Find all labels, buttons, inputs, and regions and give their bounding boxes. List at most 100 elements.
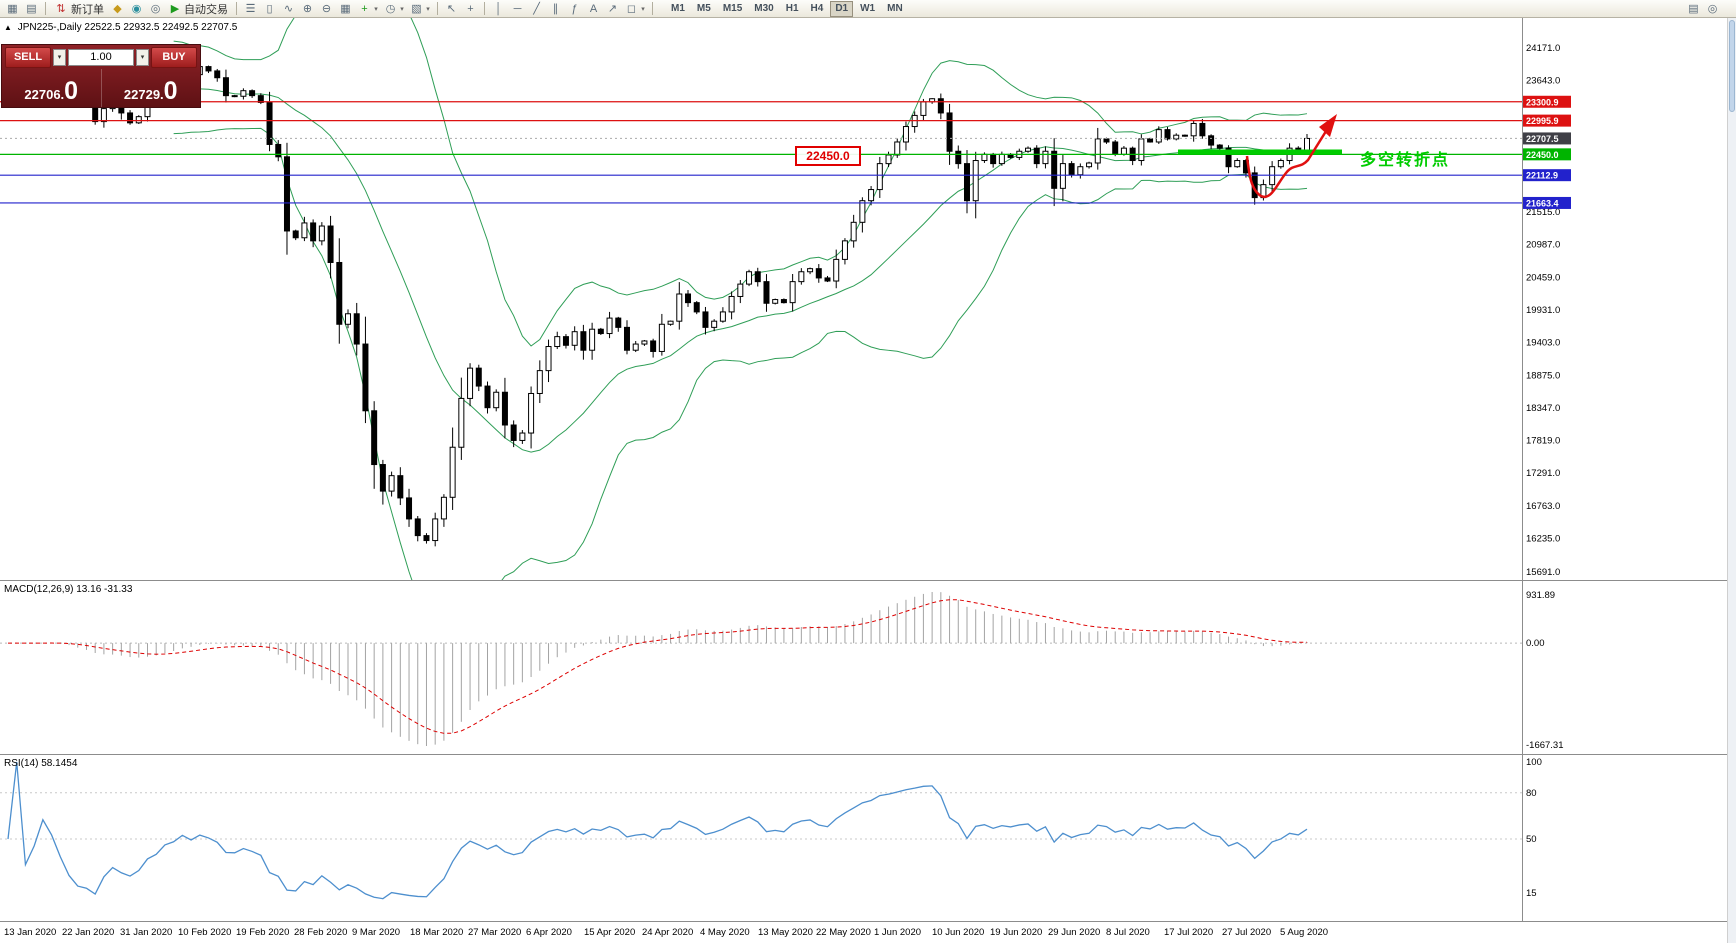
axis-label: 17291.0	[1526, 468, 1560, 479]
new-order-label: 新订单	[71, 3, 104, 16]
alerts-icon[interactable]: ◉	[131, 3, 142, 15]
dropdown-icon[interactable]: ▾	[400, 5, 404, 13]
tile-windows-icon[interactable]: ▦	[340, 3, 351, 15]
date-label: 22 Jan 2020	[62, 927, 114, 938]
macd-indicator-label: MACD(12,26,9) 13.16 -31.33	[4, 584, 133, 595]
date-label: 13 Jan 2020	[4, 927, 56, 938]
volume-dropdown-right[interactable]: ▾	[136, 48, 149, 66]
trade-panel-controls: SELL ▾ 1.00 ▾ BUY	[2, 45, 200, 69]
chart-title: ▲ JPN225-,Daily 22522.5 22932.5 22492.5 …	[4, 22, 237, 33]
buy-button[interactable]: BUY	[151, 46, 197, 68]
timeframe-button-mn[interactable]: MN	[887, 2, 903, 14]
crosshair-icon[interactable]: +	[467, 2, 474, 15]
price-tag	[1523, 169, 1571, 182]
bar-chart-icon[interactable]: ☰	[245, 3, 256, 15]
timeframe-toolbar: M1 M5 M15 M30 H1 H4 D1 W1 MN	[665, 0, 909, 17]
macd-signal-line	[7, 599, 1308, 734]
date-label: 17 Jul 2020	[1164, 927, 1213, 938]
vertical-scrollbar[interactable]	[1727, 18, 1736, 943]
one-click-trade-panel: SELL ▾ 1.00 ▾ BUY 22706. 0 22729. 0	[1, 44, 201, 108]
axis-label: 19403.0	[1526, 338, 1560, 349]
buy-price[interactable]: 22729. 0	[102, 69, 201, 107]
price-tag-text: 23300.9	[1526, 97, 1559, 107]
community-icon[interactable]: ◎	[150, 3, 161, 15]
macd-axis-max: 931.89	[1526, 590, 1555, 601]
axis-label: 18347.0	[1526, 403, 1560, 414]
price-tag	[1523, 148, 1571, 161]
toolbar-separator	[45, 2, 46, 15]
horizontal-line-icon[interactable]: ─	[513, 2, 522, 15]
price-tag	[1523, 114, 1571, 127]
timeframe-button-w1[interactable]: W1	[860, 2, 876, 14]
arrow-tool-icon[interactable]: ↗	[607, 3, 618, 15]
volume-dropdown-left[interactable]: ▾	[53, 48, 66, 66]
price-tag-text: 22707.5	[1526, 134, 1559, 144]
dropdown-icon[interactable]: ▾	[374, 5, 378, 13]
rsi-axis-label: 100	[1526, 757, 1542, 768]
date-label: 27 Mar 2020	[468, 927, 521, 938]
timeframe-button-m30[interactable]: M30	[754, 2, 774, 14]
timeframe-button-d1[interactable]: D1	[830, 0, 854, 17]
drawn-arrow-head[interactable]	[1319, 114, 1337, 137]
macd-histogram	[16, 592, 1308, 746]
sell-price-big: 0	[64, 76, 79, 105]
date-label: 13 May 2020	[758, 927, 813, 938]
zoom-out-icon[interactable]: ⊖	[321, 3, 332, 15]
profiles-icon[interactable]: ▤	[26, 3, 37, 15]
sell-price[interactable]: 22706. 0	[2, 69, 102, 107]
dropdown-icon[interactable]: ▾	[641, 5, 645, 13]
dropdown-icon[interactable]: ▾	[426, 5, 430, 13]
search-icon[interactable]: ◎	[1707, 3, 1718, 15]
fibonacci-icon[interactable]: ƒ	[571, 2, 578, 15]
rsi-axis-label: 15	[1526, 888, 1537, 899]
timeframe-button-m1[interactable]: M1	[671, 2, 685, 14]
trade-panel-prices: 22706. 0 22729. 0	[2, 69, 200, 107]
candlestick-chart-icon[interactable]: ▯	[266, 3, 273, 15]
date-label: 10 Jun 2020	[932, 927, 984, 938]
new-chart-icon[interactable]: ▦	[7, 3, 18, 15]
page-icon[interactable]: ▤	[1688, 3, 1699, 15]
timeframe-button-h4[interactable]: H4	[810, 2, 824, 14]
auto-trading-button[interactable]: ▶ 自动交易	[165, 1, 232, 16]
price-level-callout[interactable]: 22450.0	[795, 146, 861, 166]
period-icon[interactable]: ◷	[385, 3, 396, 15]
buy-price-big: 0	[163, 76, 178, 105]
volume-input[interactable]: 1.00	[68, 48, 134, 66]
text-tool-icon[interactable]: A	[589, 2, 598, 15]
timeframe-button-h1[interactable]: H1	[785, 2, 799, 14]
rsi-axis-label: 50	[1526, 834, 1537, 845]
toolbar-separator	[484, 2, 485, 15]
vertical-line-icon[interactable]: │	[495, 2, 502, 15]
timeframe-button-m5[interactable]: M5	[696, 2, 711, 14]
zoom-in-icon[interactable]: ⊕	[302, 3, 313, 15]
line-chart-icon[interactable]: ∿	[283, 3, 294, 15]
turning-point-label[interactable]: 多空转折点	[1360, 152, 1451, 169]
add-indicator-icon[interactable]: +	[361, 2, 368, 15]
price-tag	[1523, 132, 1571, 145]
axis-label: 21515.0	[1526, 207, 1560, 218]
macd-axis-min: -1667.31	[1526, 740, 1564, 751]
favorites-icon[interactable]: ◆	[113, 3, 122, 15]
channel-icon[interactable]: ∥	[552, 3, 559, 15]
trade-panel-collapse-icon[interactable]: ▲	[4, 23, 12, 32]
price-tag	[1523, 95, 1571, 108]
new-order-icon: ⇅	[56, 3, 66, 15]
axis-label: 23643.0	[1526, 76, 1560, 87]
template-icon[interactable]: ▧	[411, 3, 422, 15]
auto-trading-label: 自动交易	[184, 3, 228, 16]
cursor-icon[interactable]: ↖	[446, 3, 457, 15]
horizontal-level-lines[interactable]	[0, 101, 1522, 204]
drawn-arrow-path[interactable]	[1245, 127, 1330, 199]
trendline-icon[interactable]: ╱	[533, 3, 540, 15]
new-order-button[interactable]: ⇅ 新订单	[50, 1, 108, 16]
date-label: 29 Jun 2020	[1048, 927, 1100, 938]
buy-price-small: 22729.	[123, 86, 164, 102]
timeframe-button-m15[interactable]: M15	[722, 2, 743, 14]
scrollbar-thumb[interactable]	[1729, 20, 1735, 112]
sell-button[interactable]: SELL	[5, 46, 51, 68]
shapes-icon[interactable]: ◻	[626, 3, 637, 15]
bollinger-bands	[173, 18, 1308, 580]
axis-label: 15691.0	[1526, 567, 1560, 578]
date-label: 6 Apr 2020	[526, 927, 572, 938]
